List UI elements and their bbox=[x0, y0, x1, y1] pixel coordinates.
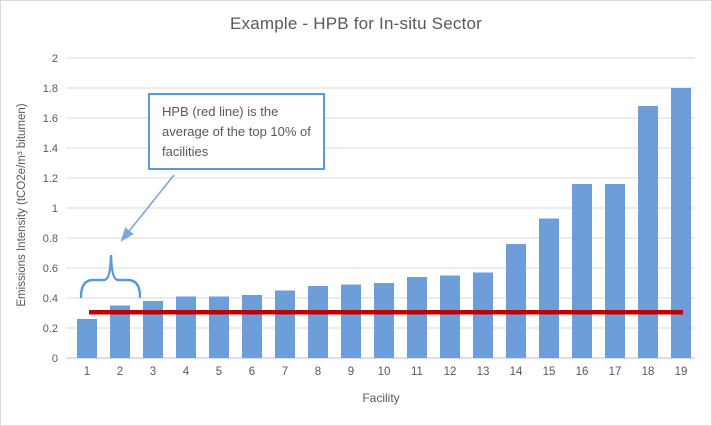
bar bbox=[275, 290, 295, 358]
x-tick-label: 6 bbox=[249, 366, 255, 378]
x-tick-label: 8 bbox=[315, 366, 321, 378]
bar bbox=[539, 218, 559, 358]
x-tick-label: 11 bbox=[411, 366, 423, 378]
bar bbox=[374, 283, 394, 358]
bar bbox=[638, 106, 658, 358]
x-tick-label: 19 bbox=[675, 366, 688, 378]
bar bbox=[176, 296, 196, 358]
x-tick-label: 14 bbox=[510, 366, 523, 378]
callout-arrow-icon bbox=[120, 174, 175, 242]
y-tick-label: 0 bbox=[52, 353, 58, 365]
chart-title: Example - HPB for In-situ Sector bbox=[229, 14, 483, 33]
bar bbox=[341, 284, 361, 358]
x-tick-label: 18 bbox=[642, 366, 655, 378]
y-tick-label: 1.8 bbox=[43, 83, 58, 95]
x-axis-title: Facility bbox=[362, 391, 400, 405]
y-tick-label: 1.4 bbox=[43, 143, 58, 155]
x-tick-label: 2 bbox=[117, 366, 123, 378]
bar bbox=[143, 301, 163, 358]
x-tick-label: 4 bbox=[183, 366, 190, 378]
x-tick-label: 9 bbox=[348, 366, 354, 378]
y-tick-label: 0.8 bbox=[43, 233, 58, 245]
bar bbox=[242, 295, 262, 358]
bar bbox=[506, 244, 526, 358]
bar bbox=[77, 319, 97, 358]
x-tick-label: 13 bbox=[477, 366, 490, 378]
x-tick-label: 5 bbox=[216, 366, 222, 378]
y-tick-label: 0.2 bbox=[43, 323, 58, 335]
x-tick-label: 15 bbox=[543, 366, 556, 378]
annotation-text: HPB (red line) is the average of the top… bbox=[162, 104, 311, 159]
bar bbox=[572, 184, 592, 358]
y-axis-title: Emissions Intensity (tCO2e/m³ bitumen) bbox=[16, 103, 28, 307]
y-tick-label: 2 bbox=[52, 53, 58, 65]
y-tick-label: 1.6 bbox=[43, 113, 58, 125]
y-tick-label: 1.2 bbox=[43, 173, 58, 185]
y-tick-label: 0.6 bbox=[43, 263, 58, 275]
bar bbox=[110, 305, 130, 358]
x-tick-label: 1 bbox=[84, 366, 90, 378]
bar bbox=[605, 184, 625, 358]
x-tick-labels: 1 2 3 4 5 6 7 8 9 10 11 12 13 14 15 16 17 18 19 bbox=[84, 366, 688, 378]
x-tick-label: 10 bbox=[378, 366, 391, 378]
bar bbox=[671, 88, 691, 358]
bar bbox=[209, 296, 229, 358]
bar bbox=[440, 275, 460, 358]
y-tick-labels: 0 0.2 0.4 0.6 0.8 1 1.2 1.4 1.6 1.8 2 bbox=[43, 53, 58, 365]
x-tick-label: 17 bbox=[609, 366, 622, 378]
y-tick-label: 0.4 bbox=[43, 293, 58, 305]
x-tick-label: 7 bbox=[282, 366, 288, 378]
y-tick-label: 1 bbox=[52, 203, 58, 215]
annotation-callout: HPB (red line) is the average of the top… bbox=[148, 93, 325, 171]
bar bbox=[473, 272, 493, 358]
x-tick-label: 16 bbox=[576, 366, 589, 378]
brace-icon bbox=[79, 254, 142, 299]
bar bbox=[308, 286, 328, 358]
bar bbox=[407, 277, 427, 358]
x-tick-label: 3 bbox=[150, 366, 156, 378]
x-tick-label: 12 bbox=[444, 366, 457, 378]
